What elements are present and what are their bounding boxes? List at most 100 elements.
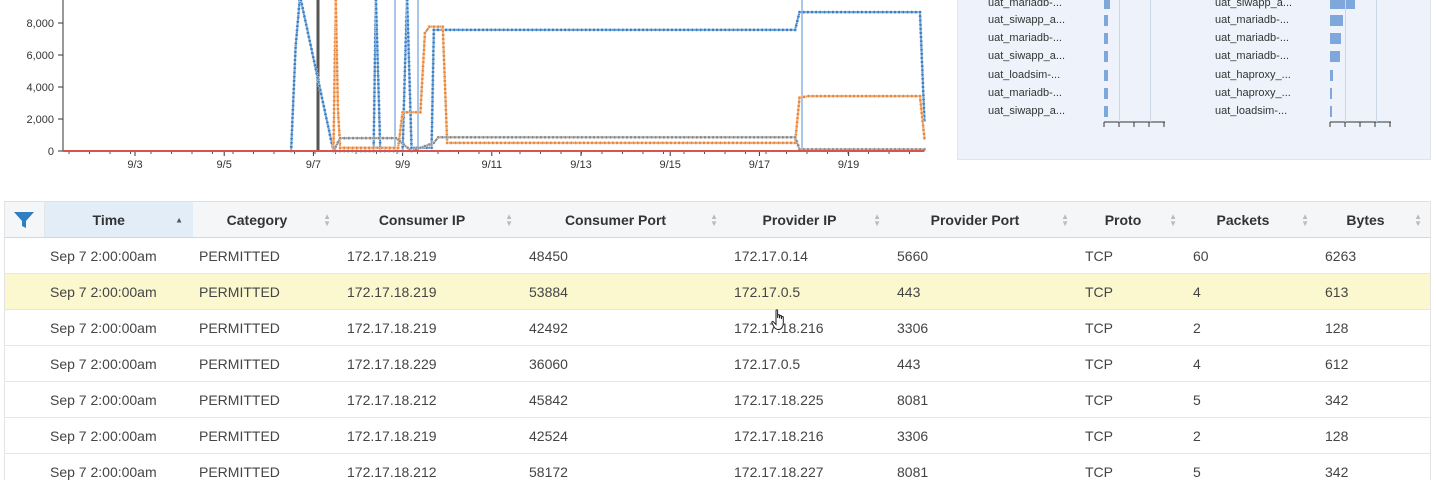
series-point [693,141,698,145]
column-header-provider-ip[interactable]: Provider IP ▲ ▼ [728,201,891,238]
series-point [596,28,600,32]
series-point [375,61,380,65]
table-row[interactable]: Sep 7 2:00:00am PERMITTED 172.17.18.219 425… [5,417,1430,454]
series-point [303,18,308,23]
column-header-provider-port[interactable]: Provider Port ▲ ▼ [891,201,1079,238]
series-point [711,28,715,32]
series-point [372,69,377,74]
series-point [441,33,445,37]
series-point [656,141,661,145]
series-point [776,135,781,140]
series-point [290,128,294,133]
series-point [332,86,337,90]
series-point [474,141,479,145]
table-cell: 36060 [523,345,728,382]
series-point [430,87,435,91]
mini-axis [1103,121,1165,127]
table-row[interactable]: Sep 7 2:00:00am PERMITTED 172.17.18.212 458… [5,381,1430,418]
column-header-time[interactable]: Time ▲ [44,201,193,238]
series-point [338,136,343,140]
series-point [625,28,629,32]
filter-button[interactable] [5,201,45,238]
host-bar-row[interactable]: uat_siwapp_a... [988,14,1218,28]
host-bar [1330,106,1332,117]
series-point [776,28,781,32]
series-point [740,135,744,140]
series-point [559,28,563,32]
series-point [785,141,789,145]
host-bar-row[interactable]: uat_siwapp_a... [1215,0,1430,11]
series-point [295,19,300,24]
series-point [405,0,409,2]
series-point [442,53,446,58]
host-bar [1104,51,1109,62]
column-header-proto[interactable]: Proto ▲ ▼ [1079,201,1187,238]
series-point [372,115,376,120]
series-point [666,28,670,32]
series-point [860,10,864,14]
series-point [801,10,806,14]
series-point [295,24,300,28]
host-bar-row[interactable]: uat_loadsim-... [988,69,1218,83]
series-point [310,51,315,55]
series-point [334,36,339,40]
series-point [860,94,864,98]
table-row[interactable]: Sep 7 2:00:00am PERMITTED 172.17.18.212 581… [5,453,1430,480]
series-point [292,83,296,87]
series-point [293,45,298,50]
series-point [337,128,342,133]
series-point [401,136,405,141]
host-bar-row[interactable]: uat_mariadb-... [988,0,1218,11]
table-row[interactable]: Sep 7 2:00:00am PERMITTED 172.17.18.219 538… [5,273,1430,310]
host-bar-row[interactable]: uat_mariadb-... [1215,14,1430,28]
host-bar-row[interactable]: uat_mariadb-... [1215,50,1430,64]
column-header-bytes[interactable]: Bytes ▲ ▼ [1319,201,1430,238]
host-bar-row[interactable]: uat_loadsim-... [1215,105,1430,119]
series-point [327,128,331,133]
series-point [553,141,557,145]
host-bar-row[interactable]: uat_haproxy_... [1215,69,1430,83]
host-bar-row[interactable]: uat_siwapp_a... [988,105,1218,119]
column-header-consumer-ip[interactable]: Consumer IP ▲ ▼ [341,201,523,238]
host-bar-row[interactable]: uat_siwapp_a... [988,50,1218,64]
host-bar-row[interactable]: uat_haproxy_... [1215,87,1430,101]
series-point [756,135,761,140]
table-cell: 4 [1187,273,1319,310]
series-point [444,107,448,112]
table-row[interactable]: Sep 7 2:00:00am PERMITTED 172.17.18.219 424… [5,309,1430,346]
series-point [795,116,800,121]
host-bar-row[interactable]: uat_mariadb-... [988,87,1218,101]
sort-icon: ▲ ▼ [873,211,881,228]
table-cell: 3306 [891,309,1079,346]
series-point [856,94,860,98]
series-point [914,10,918,14]
host-bar-row[interactable]: uat_mariadb-... [988,32,1218,46]
series-point [544,141,549,145]
series-point [409,129,413,134]
series-point [615,141,619,145]
table-row[interactable]: Sep 7 2:00:00am PERMITTED 172.17.18.219 484… [5,237,1430,274]
column-header-category[interactable]: Category ▲ ▼ [193,201,341,238]
table-cell: 2 [1187,417,1319,454]
table-cell: 443 [891,345,1079,382]
host-bar-row[interactable]: uat_mariadb-... [1215,32,1430,46]
table-cell: 172.17.18.225 [728,381,891,418]
series-point [538,28,543,32]
series-point [419,102,423,106]
series-point [394,136,398,140]
table-row[interactable]: Sep 7 2:00:00am PERMITTED 172.17.18.229 360… [5,345,1430,382]
series-point [473,135,478,140]
series-point [372,73,377,78]
series-point [714,141,719,145]
series-point [612,28,617,32]
series-point [569,141,574,145]
host-label: uat_haproxy_... [1215,87,1291,99]
series-point [490,141,495,145]
column-header-consumer-port[interactable]: Consumer Port ▲ ▼ [523,201,728,238]
table-cell: 4 [1187,345,1319,382]
series-point [681,141,686,145]
series-point [573,141,578,145]
table-cell: 8081 [891,453,1079,480]
series-point [431,36,436,41]
column-header-packets[interactable]: Packets ▲ ▼ [1187,201,1319,238]
